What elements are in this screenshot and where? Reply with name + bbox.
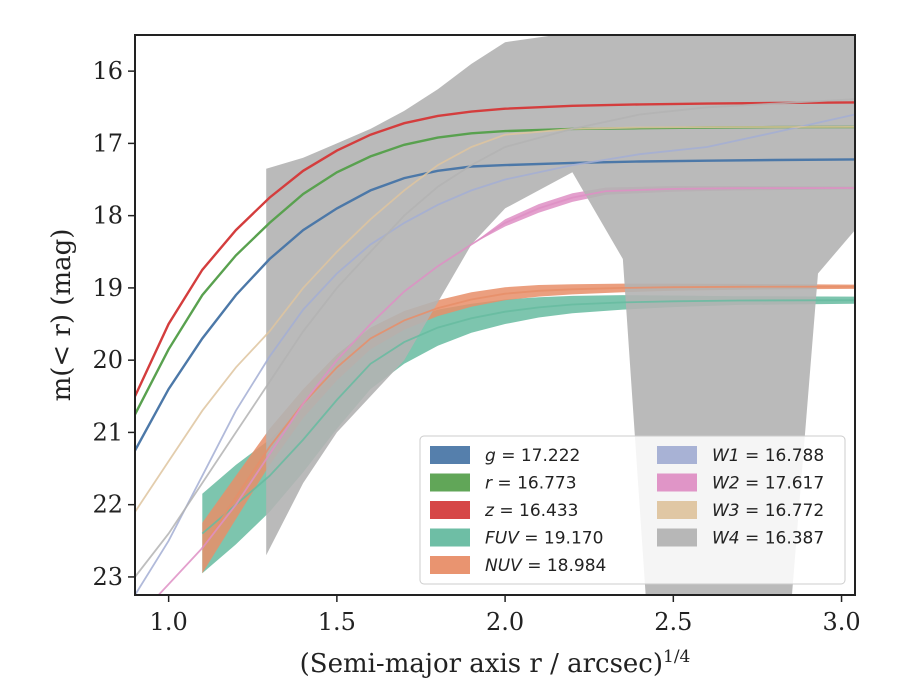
legend-label-z: z = 16.433 bbox=[484, 501, 578, 521]
legend-box bbox=[419, 435, 846, 585]
line-z bbox=[135, 101, 855, 397]
line-w2 bbox=[157, 187, 855, 595]
line-g bbox=[135, 158, 855, 452]
legend-label-w1: W1 = 16.788 bbox=[712, 446, 824, 466]
legend-swatch-nuv bbox=[430, 556, 470, 574]
x-axis-ticks: 1.0 1.5 2.0 2.5 3.0 bbox=[150, 595, 861, 636]
y-tick-label: 21 bbox=[92, 418, 123, 446]
y-tick-label: 16 bbox=[92, 57, 123, 85]
y-axis-ticks: 16 17 18 19 20 21 22 23 bbox=[92, 57, 135, 591]
line-w1 bbox=[135, 113, 855, 595]
x-tick-label: 2.0 bbox=[486, 608, 524, 636]
x-tick-label: 2.5 bbox=[654, 608, 692, 636]
legend-label-fuv: FUV = 19.170 bbox=[485, 529, 603, 549]
line-fuv bbox=[201, 299, 855, 535]
legend-label-g: g = 17.222 bbox=[485, 446, 580, 466]
legend-swatch-w2 bbox=[657, 473, 697, 492]
plot-frame bbox=[134, 34, 856, 596]
x-tick-label: 1.0 bbox=[150, 608, 188, 636]
legend: g = 17.222 r = 16.773 z = 16.433 FUV = 19.1… bbox=[419, 435, 846, 585]
y-tick-label: 23 bbox=[92, 563, 123, 591]
y-tick-label: 20 bbox=[92, 346, 123, 374]
legend-label-r: r = 16.773 bbox=[485, 474, 577, 494]
line-w4 bbox=[135, 98, 855, 578]
legend-label-w2: W2 = 17.617 bbox=[712, 474, 824, 494]
legend-label-nuv: NUV = 18.984 bbox=[485, 556, 606, 576]
legend-label-w3: W3 = 16.772 bbox=[712, 501, 824, 521]
line-nuv bbox=[201, 285, 855, 549]
series-lines bbox=[135, 98, 855, 595]
y-tick-label: 19 bbox=[92, 274, 123, 302]
y-tick-label: 17 bbox=[92, 129, 123, 157]
legend-swatch-w4 bbox=[657, 528, 697, 547]
y-axis-label: m(< r) (mag) bbox=[47, 229, 77, 402]
line-w3 bbox=[135, 126, 855, 513]
legend-swatch-fuv bbox=[430, 528, 470, 547]
y-tick-label: 18 bbox=[92, 202, 123, 230]
x-tick-label: 1.5 bbox=[318, 608, 356, 636]
legend-swatch-w3 bbox=[657, 501, 697, 519]
x-axis-label: (Semi-major axis r / arcsec)1/4 bbox=[300, 647, 691, 679]
x-tick-label: 3.0 bbox=[822, 608, 860, 636]
legend-swatch-w1 bbox=[657, 446, 697, 464]
legend-label-w4: W4 = 16.387 bbox=[712, 529, 824, 549]
legend-swatch-z bbox=[430, 501, 470, 519]
legend-swatch-g bbox=[430, 446, 470, 464]
y-tick-label: 22 bbox=[92, 491, 123, 519]
legend-swatch-r bbox=[430, 473, 470, 492]
